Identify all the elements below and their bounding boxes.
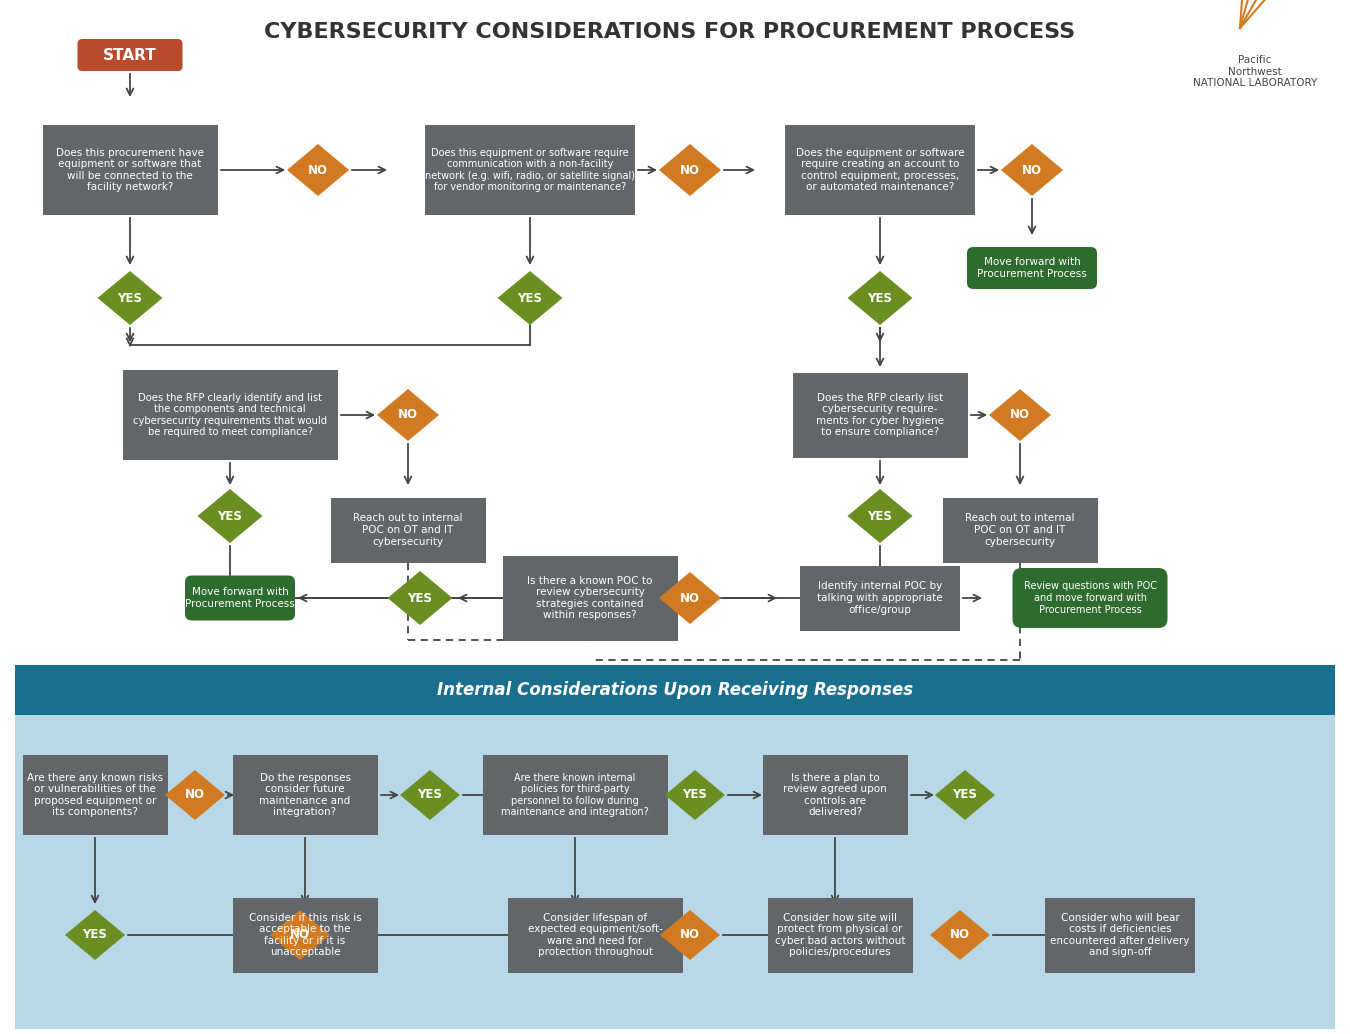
Polygon shape [666, 770, 725, 820]
Polygon shape [659, 572, 721, 624]
Text: Identify internal POC by
talking with appropriate
office/group: Identify internal POC by talking with ap… [817, 581, 942, 614]
Bar [425, 125, 634, 215]
Polygon shape [659, 144, 721, 196]
Text: Consider if this risk is
acceptable to the
facility or if it is
unacceptable: Consider if this risk is acceptable to t… [248, 913, 362, 957]
Polygon shape [270, 910, 329, 960]
Text: Review questions with POC
and move forward with
Procurement Process: Review questions with POC and move forwa… [1023, 581, 1157, 614]
Bar [801, 566, 960, 631]
Polygon shape [377, 389, 439, 440]
Text: YES: YES [868, 510, 892, 522]
Text: YES: YES [217, 510, 243, 522]
Bar [792, 372, 968, 457]
Text: NO: NO [1010, 408, 1030, 422]
Text: NO: NO [1022, 163, 1042, 177]
FancyBboxPatch shape [77, 39, 182, 71]
Text: START: START [103, 48, 157, 62]
Text: YES: YES [517, 292, 543, 304]
Text: Move forward with
Procurement Process: Move forward with Procurement Process [977, 257, 1087, 279]
Text: CYBERSECURITY CONSIDERATIONS FOR PROCUREMENT PROCESS: CYBERSECURITY CONSIDERATIONS FOR PROCURE… [265, 22, 1076, 42]
Text: Consider how site will
protect from physical or
cyber bad actors without
policie: Consider how site will protect from phys… [775, 913, 906, 957]
Polygon shape [197, 489, 262, 543]
Text: YES: YES [868, 292, 892, 304]
Text: Internal Considerations Upon Receiving Responses: Internal Considerations Upon Receiving R… [437, 681, 913, 699]
Bar [508, 898, 683, 973]
Text: YES: YES [953, 789, 977, 801]
Text: YES: YES [82, 929, 108, 942]
Bar [502, 555, 678, 640]
Text: NO: NO [680, 163, 701, 177]
Polygon shape [400, 770, 460, 820]
Bar [763, 755, 907, 835]
Bar [42, 125, 217, 215]
Bar [123, 370, 338, 460]
Bar [942, 497, 1098, 562]
Text: Do the responses
consider future
maintenance and
integration?: Do the responses consider future mainten… [259, 772, 351, 818]
Polygon shape [498, 271, 563, 325]
Polygon shape [848, 489, 913, 543]
Text: Are there known internal
policies for third-party
personnel to follow during
mai: Are there known internal policies for th… [501, 772, 649, 818]
Text: Does the equipment or software
require creating an account to
control equipment,: Does the equipment or software require c… [795, 148, 964, 192]
Text: NO: NO [680, 929, 701, 942]
Text: Does the RFP clearly identify and list
the components and technical
cybersecurit: Does the RFP clearly identify and list t… [132, 393, 327, 437]
Bar [331, 497, 486, 562]
Bar [15, 665, 1335, 1029]
Text: Does this equipment or software require
communication with a non-facility
networ: Does this equipment or software require … [425, 148, 634, 192]
Polygon shape [288, 144, 350, 196]
FancyBboxPatch shape [1012, 568, 1168, 628]
Text: Is there a known POC to
review cybersecurity
strategies contained
within respons: Is there a known POC to review cybersecu… [528, 576, 652, 620]
Text: Does this procurement have
equipment or software that
will be connected to the
f: Does this procurement have equipment or … [55, 148, 204, 192]
Text: NO: NO [308, 163, 328, 177]
Text: Consider lifespan of
expected equipment/soft-
ware and need for
protection throu: Consider lifespan of expected equipment/… [528, 913, 663, 957]
Bar [23, 755, 167, 835]
Text: Move forward with
Procurement Process: Move forward with Procurement Process [185, 587, 294, 609]
Text: YES: YES [117, 292, 143, 304]
Text: Is there a plan to
review agreed upon
controls are
delivered?: Is there a plan to review agreed upon co… [783, 772, 887, 818]
Polygon shape [97, 271, 162, 325]
Polygon shape [930, 910, 990, 960]
Text: YES: YES [408, 591, 432, 605]
Text: Consider who will bear
costs if deficiencies
encountered after delivery
and sign: Consider who will bear costs if deficien… [1050, 913, 1189, 957]
Text: NO: NO [398, 408, 418, 422]
Text: NO: NO [185, 789, 205, 801]
Polygon shape [387, 571, 452, 625]
Text: Pacific
Northwest
NATIONAL LABORATORY: Pacific Northwest NATIONAL LABORATORY [1193, 55, 1318, 88]
Polygon shape [65, 910, 126, 960]
Text: Reach out to internal
POC on OT and IT
cybersecurity: Reach out to internal POC on OT and IT c… [965, 514, 1075, 547]
Bar [768, 898, 913, 973]
FancyBboxPatch shape [185, 576, 296, 620]
Bar [232, 898, 378, 973]
Text: NO: NO [680, 591, 701, 605]
Text: YES: YES [417, 789, 443, 801]
Polygon shape [660, 910, 720, 960]
Polygon shape [936, 770, 995, 820]
Text: Reach out to internal
POC on OT and IT
cybersecurity: Reach out to internal POC on OT and IT c… [354, 514, 463, 547]
Bar [1045, 898, 1195, 973]
Bar [784, 125, 975, 215]
Text: NO: NO [950, 929, 971, 942]
Text: NO: NO [290, 929, 310, 942]
Polygon shape [165, 770, 225, 820]
Text: Does the RFP clearly list
cybersecurity require-
ments for cyber hygiene
to ensu: Does the RFP clearly list cybersecurity … [815, 393, 944, 437]
Bar [232, 755, 378, 835]
Bar [482, 755, 667, 835]
Polygon shape [1000, 144, 1062, 196]
FancyBboxPatch shape [967, 247, 1098, 288]
Polygon shape [848, 271, 913, 325]
Polygon shape [990, 389, 1052, 440]
Text: YES: YES [683, 789, 707, 801]
Text: Are there any known risks
or vulnerabilities of the
proposed equipment or
its co: Are there any known risks or vulnerabili… [27, 772, 163, 818]
Bar [15, 665, 1335, 714]
